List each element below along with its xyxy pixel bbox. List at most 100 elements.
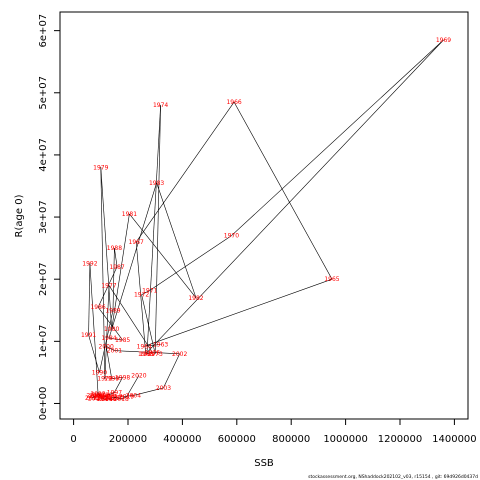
- y-tick-label-5: 5e+07: [38, 76, 49, 110]
- point-label-1995: 1995: [96, 394, 111, 401]
- series-segment-1976-1977: [108, 285, 153, 353]
- series-segment-1973-1974: [154, 105, 161, 354]
- series-segment-1983-1984: [108, 182, 157, 339]
- y-tick-label-3: 3e+07: [38, 200, 49, 234]
- point-label-1984: 1984: [101, 335, 116, 342]
- point-label-2007: 2007: [93, 395, 108, 402]
- point-label-2017: 2017: [107, 394, 122, 401]
- point-label-1978: 1978: [97, 376, 112, 383]
- point-label-1999: 1999: [104, 376, 119, 383]
- series-segment-1963-1964: [144, 344, 161, 347]
- series-segment-1997-1998: [114, 377, 123, 393]
- point-label-1985: 1985: [115, 337, 130, 344]
- point-label-2012: 2012: [90, 391, 105, 398]
- point-label-1981: 1981: [122, 211, 137, 218]
- point-label-1987: 1987: [109, 264, 124, 271]
- x-tick-label-3: 600000: [218, 434, 256, 445]
- series-segment-2007-2008: [96, 395, 101, 399]
- point-label-1973: 1973: [148, 351, 163, 358]
- x-axis-title: SSB: [254, 458, 274, 469]
- point-label-1979: 1979: [93, 164, 108, 171]
- series-segment-1980-1981: [111, 213, 130, 329]
- series-segment-2011-2012: [92, 393, 99, 399]
- x-tick-label-6: 1200000: [378, 434, 423, 445]
- x-tick-label-5: 1000000: [323, 434, 368, 445]
- x-tick-label-1: 200000: [109, 434, 147, 445]
- point-label-1969: 1969: [436, 37, 451, 44]
- series-segment-1970-1971: [149, 235, 232, 291]
- y-tick-label-4: 4e+07: [38, 138, 49, 172]
- series-lines: [88, 39, 444, 400]
- point-label-1994: 1994: [93, 393, 108, 400]
- point-label-2005: 2005: [109, 394, 124, 401]
- series-segment-1989-1990: [99, 310, 114, 373]
- point-label-1986: 1986: [90, 304, 105, 311]
- series-segment-1968-1969: [145, 39, 444, 355]
- series-segment-2015-2016: [108, 397, 112, 400]
- point-label-2001: 2001: [107, 348, 122, 355]
- series-segment-1964-1965: [144, 278, 333, 347]
- series-segment-2000-2001: [106, 346, 115, 351]
- y-tick-label-0: 0e+00: [38, 387, 49, 421]
- y-tick-label-2: 2e+07: [38, 262, 49, 296]
- footer-text: stockassessment.org, NShaddock202102_v03…: [308, 474, 478, 480]
- point-label-1976: 1976: [145, 350, 160, 357]
- point-label-1980: 1980: [104, 326, 119, 333]
- point-label-2013: 2013: [93, 394, 108, 401]
- x-tick-label-2: 400000: [163, 434, 201, 445]
- series-segment-2004-2005: [117, 395, 134, 398]
- point-label-1975: 1975: [139, 351, 154, 358]
- point-label-1967: 1967: [129, 239, 144, 246]
- series-segment-1969-1970: [231, 39, 444, 236]
- series-segment-1982-1983: [156, 182, 197, 298]
- point-label-1992: 1992: [82, 261, 97, 268]
- point-label-2018: 2018: [114, 396, 129, 403]
- point-label-1970: 1970: [224, 233, 239, 240]
- point-label-2008: 2008: [89, 393, 104, 400]
- point-label-1971: 1971: [142, 287, 157, 294]
- series-segment-2016-2017: [111, 397, 115, 399]
- point-label-1996: 1996: [101, 392, 116, 399]
- series-segment-1988-1989: [112, 248, 115, 311]
- series-segment-2009-2010: [93, 395, 96, 399]
- point-label-2004: 2004: [126, 392, 141, 399]
- point-label-2010: 2010: [86, 392, 101, 399]
- point-label-1968: 1968: [138, 351, 153, 358]
- series-segment-1984-1985: [108, 337, 123, 341]
- point-label-2009: 2009: [88, 396, 103, 403]
- point-label-1997: 1997: [107, 389, 122, 396]
- series-segment-1998-1999: [111, 377, 123, 379]
- point-label-1989: 1989: [105, 307, 120, 314]
- point-label-2003: 2003: [156, 385, 171, 392]
- series-segment-2017-2018: [114, 397, 122, 400]
- y-axis: 0e+00 1e+07 2e+07 3e+07 4e+07 5e+07 6e+07: [38, 14, 61, 421]
- series-segment-2008-2009: [95, 395, 97, 399]
- x-axis: 0 200000 400000 600000 800000 1000000 1200000 1…: [70, 418, 477, 445]
- series-segment-1979-1980: [100, 167, 112, 329]
- y-axis-title: R(age 0): [14, 194, 25, 237]
- x-tick-label-0: 0: [70, 434, 76, 445]
- series-segment-1999-2000: [105, 346, 112, 379]
- y-tick-label-6: 6e+07: [38, 14, 49, 48]
- series-segment-1965-1966: [233, 101, 333, 280]
- point-label-2006: 2006: [97, 396, 112, 403]
- x-tick-label-4: 800000: [272, 434, 310, 445]
- point-label-1966: 1966: [226, 99, 241, 106]
- point-label-1993: 1993: [90, 391, 105, 398]
- point-label-1965: 1965: [324, 276, 339, 283]
- series-segment-2002-2003: [163, 353, 180, 389]
- series-segment-1971-1972: [141, 290, 150, 295]
- point-label-2020: 2020: [131, 373, 146, 380]
- series-segment-1977-1978: [104, 285, 110, 379]
- series-segment-2013-2014: [100, 396, 106, 400]
- point-label-1964: 1964: [137, 343, 152, 350]
- point-label-2016: 2016: [104, 395, 119, 402]
- series-segment-1991-1992: [88, 263, 91, 336]
- point-label-1972: 1972: [134, 292, 149, 299]
- point-label-1977: 1977: [101, 282, 116, 289]
- series-segment-1966-1967: [135, 101, 235, 243]
- series-segment-1978-1979: [100, 167, 106, 379]
- point-label-1988: 1988: [107, 245, 122, 252]
- series-segment-1996-1997: [108, 392, 115, 396]
